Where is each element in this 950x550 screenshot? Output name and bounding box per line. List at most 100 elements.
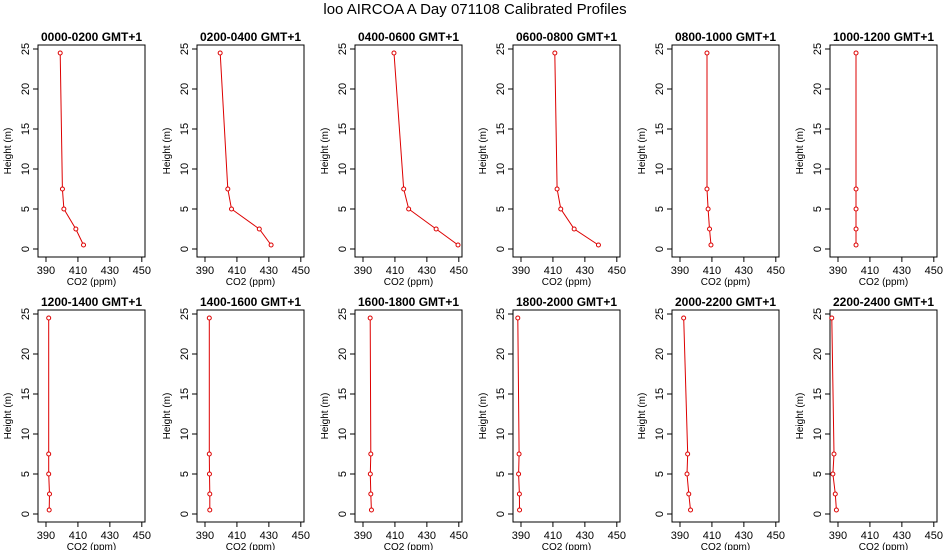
- x-tick-label: 410: [228, 265, 246, 277]
- y-tick-label: 20: [495, 83, 507, 95]
- y-tick-label: 15: [179, 388, 191, 400]
- x-axis-label: CO2 (ppm): [701, 277, 750, 288]
- y-axis-label: Height (m): [795, 393, 806, 440]
- profile-panel: 1600-1800 GMT+1 390 410 430 450 0 5 10 15 20 25 CO2…: [320, 295, 468, 550]
- y-tick-label: 20: [654, 348, 666, 360]
- y-tick-label: 10: [179, 163, 191, 175]
- co2-profile-point: [688, 507, 694, 513]
- plot-frame: [512, 44, 621, 258]
- y-tick-label: 0: [495, 246, 507, 252]
- x-tick-label: 390: [671, 530, 689, 542]
- y-tick-label: 10: [337, 163, 349, 175]
- y-tick-label: 15: [20, 388, 32, 400]
- y-tick-label: 15: [812, 388, 824, 400]
- y-tick-label: 5: [337, 206, 349, 212]
- x-tick-label: 450: [767, 530, 785, 542]
- co2-profile-point: [391, 50, 397, 56]
- x-tick-label: 390: [196, 265, 214, 277]
- profile-panel: 1000-1200 GMT+1 390 410 430 450 0 5 10 15 20 25 CO2…: [795, 30, 943, 288]
- y-axis-label: Height (m): [637, 393, 648, 440]
- y-tick-label: 20: [20, 83, 32, 95]
- co2-profile-point: [704, 50, 710, 56]
- x-axis-label: CO2 (ppm): [701, 542, 750, 550]
- profile-panel: 0000-0200 GMT+1 390 410 430 450 0 5 10 15 20 25 CO2…: [3, 30, 151, 288]
- x-tick-label: 430: [260, 265, 278, 277]
- y-tick-label: 20: [654, 83, 666, 95]
- y-tick-label: 5: [654, 206, 666, 212]
- x-axis-label: CO2 (ppm): [542, 277, 591, 288]
- x-tick-label: 410: [861, 265, 879, 277]
- co2-profile-point: [832, 491, 838, 497]
- co2-profile-line: [48, 318, 51, 511]
- co2-profile-point: [46, 451, 52, 457]
- co2-profile-point: [206, 315, 212, 321]
- x-tick-label: 430: [418, 530, 436, 542]
- x-axis-label: CO2 (ppm): [542, 542, 591, 550]
- y-tick-label: 5: [495, 206, 507, 212]
- co2-profile-point: [368, 507, 374, 513]
- y-tick-label: 15: [495, 123, 507, 135]
- profile-panel: 0400-0600 GMT+1 390 410 430 450 0 5 10 15 20 25 CO2…: [320, 30, 468, 288]
- y-axis-label: Height (m): [637, 128, 648, 175]
- x-tick-label: 430: [418, 265, 436, 277]
- co2-profile-point: [853, 242, 859, 248]
- y-tick-label: 15: [495, 388, 507, 400]
- x-tick-label: 390: [37, 530, 55, 542]
- co2-profile-point: [433, 226, 439, 232]
- y-tick-label: 25: [495, 308, 507, 320]
- co2-profile-line: [831, 317, 837, 511]
- y-axis-label: Height (m): [478, 393, 489, 440]
- y-tick-label: 5: [179, 471, 191, 477]
- x-axis-label: CO2 (ppm): [384, 277, 433, 288]
- co2-profile-point: [256, 226, 262, 232]
- y-tick-label: 0: [20, 246, 32, 252]
- x-axis-label: CO2 (ppm): [859, 277, 908, 288]
- x-tick-label: 410: [703, 265, 721, 277]
- panel-title: 1800-2000 GMT+1: [516, 295, 617, 309]
- co2-profile-point: [206, 451, 212, 457]
- x-tick-label: 390: [196, 530, 214, 542]
- co2-profile-point: [406, 206, 412, 212]
- y-tick-label: 5: [337, 471, 349, 477]
- profile-panel: 0200-0400 GMT+1 390 410 430 450 0 5 10 15 20 25 CO2…: [162, 30, 310, 288]
- y-tick-label: 20: [812, 348, 824, 360]
- y-tick-label: 0: [20, 511, 32, 517]
- y-tick-label: 5: [812, 206, 824, 212]
- co2-profile-point: [686, 491, 692, 497]
- x-tick-label: 410: [69, 530, 87, 542]
- y-tick-label: 5: [20, 206, 32, 212]
- y-axis-label: Height (m): [320, 128, 331, 175]
- x-tick-label: 430: [260, 530, 278, 542]
- y-tick-label: 15: [812, 123, 824, 135]
- panel-title: 1400-1600 GMT+1: [200, 295, 301, 309]
- co2-profile-point: [367, 315, 373, 321]
- co2-profile-point: [268, 242, 274, 248]
- co2-profile-point: [57, 50, 63, 56]
- x-tick-label: 450: [608, 530, 626, 542]
- profile-panel: 2000-2200 GMT+1 390 410 430 450 0 5 10 15 20 25 CO2…: [637, 295, 785, 550]
- plot-frame: [512, 309, 621, 523]
- co2-profile-line: [59, 52, 84, 246]
- x-tick-label: 390: [512, 530, 530, 542]
- y-tick-label: 0: [337, 511, 349, 517]
- x-tick-label: 430: [101, 265, 119, 277]
- x-tick-label: 450: [767, 265, 785, 277]
- y-tick-label: 10: [179, 428, 191, 440]
- y-axis-label: Height (m): [795, 128, 806, 175]
- y-tick-label: 0: [812, 511, 824, 517]
- x-tick-label: 390: [512, 265, 530, 277]
- co2-profile-point: [401, 186, 407, 192]
- co2-profile-point: [46, 315, 52, 321]
- x-tick-label: 390: [829, 265, 847, 277]
- co2-profile-point: [708, 242, 714, 248]
- y-tick-label: 10: [495, 428, 507, 440]
- y-tick-label: 5: [495, 471, 507, 477]
- profile-panel: 2200-2400 GMT+1 390 410 430 450 0 5 10 15 20 25 CO2…: [795, 295, 943, 550]
- profile-panel: 0600-0800 GMT+1 390 410 430 450 0 5 10 15 20 25 CO2…: [478, 30, 626, 288]
- co2-profile-point: [46, 507, 52, 513]
- co2-profile-point: [853, 186, 859, 192]
- y-tick-label: 0: [179, 246, 191, 252]
- plot-frame: [354, 44, 463, 258]
- y-tick-label: 10: [495, 163, 507, 175]
